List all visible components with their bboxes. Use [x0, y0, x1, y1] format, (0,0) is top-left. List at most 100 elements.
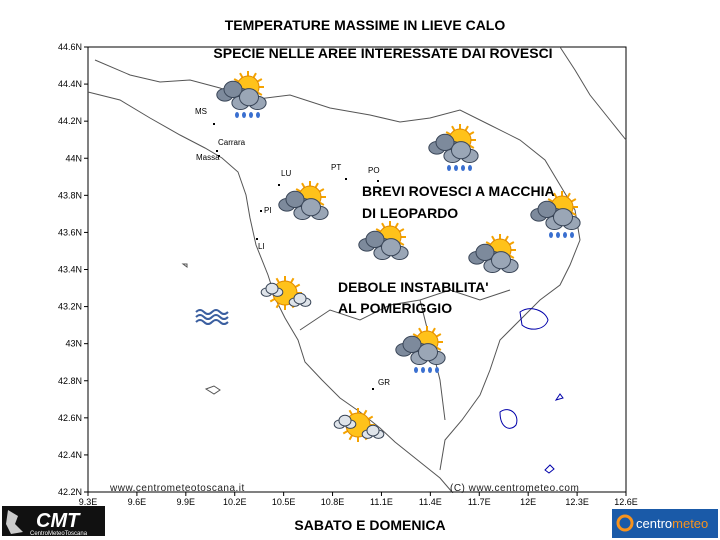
- place-label: LI: [258, 242, 265, 251]
- logo-part: meteo: [672, 516, 708, 531]
- lat-tick-label: 44.6N: [58, 42, 82, 52]
- sun-ray: [469, 131, 475, 136]
- place-dot: [260, 210, 262, 212]
- lat-tick-label: 44.4N: [58, 79, 82, 89]
- sun-ray: [290, 277, 295, 284]
- cloud: [293, 198, 329, 221]
- place-dot: [213, 123, 215, 125]
- cloud: [361, 424, 385, 439]
- sun-ray: [319, 201, 325, 206]
- logo-sub: CentroMeteoToscana: [30, 531, 88, 537]
- sun-ray: [547, 198, 553, 203]
- rain-drop: [461, 165, 465, 171]
- lat-tick-label: 44.2N: [58, 116, 82, 126]
- rain-drop: [235, 112, 239, 118]
- sun-ray: [252, 72, 257, 78]
- lat-tick-label: 43.4N: [58, 265, 82, 275]
- place-dot: [372, 388, 374, 390]
- watermark: (C) www.centrometeo.com: [450, 483, 579, 494]
- sun-ray: [314, 182, 319, 188]
- place-label: PT: [331, 163, 341, 172]
- wave: [195, 314, 229, 320]
- lon-tick-label: 10.5E: [272, 497, 296, 507]
- logo-text: CMT: [36, 510, 81, 532]
- sun-ray: [381, 222, 386, 228]
- sun-ray: [412, 333, 418, 338]
- rain-drop: [556, 232, 560, 238]
- lon-tick-label: 9.3E: [79, 497, 98, 507]
- lon-tick-label: 12.3E: [565, 497, 589, 507]
- sun-ray: [509, 241, 515, 246]
- sun-ray: [399, 241, 405, 246]
- logo-part: centro: [636, 516, 672, 531]
- sun-ray: [275, 277, 280, 284]
- watermark: www.centrometeotoscana.it: [109, 483, 245, 494]
- lon-tick-label: 10.2E: [223, 497, 247, 507]
- cloud: [333, 414, 357, 429]
- rain-drop: [549, 232, 553, 238]
- cloud-part: [223, 80, 243, 99]
- logo-shape: [6, 510, 23, 534]
- lon-tick-label: 11.4E: [419, 497, 442, 507]
- sun-ray: [375, 228, 381, 233]
- sun-ray: [469, 144, 475, 149]
- cmt-logo: CMT CentroMeteoToscana: [2, 506, 105, 537]
- cloud-part: [301, 198, 321, 217]
- cloud: [443, 141, 479, 164]
- cloud: [231, 88, 267, 111]
- sun-ray: [566, 192, 571, 198]
- cloud-part: [293, 292, 307, 305]
- place-label: Carrara: [218, 138, 246, 147]
- cloud-part: [239, 88, 259, 107]
- title-line: TEMPERATURE MASSIME IN LIEVE CALO: [225, 17, 506, 33]
- cloud-part: [418, 343, 438, 362]
- cloud-part: [285, 190, 305, 208]
- rain-drop: [249, 112, 253, 118]
- annotation: AL POMERIGGIO: [338, 300, 452, 316]
- sun-ray: [348, 409, 353, 416]
- cloud: [530, 200, 564, 222]
- sun-ray: [504, 235, 509, 241]
- sun-ray: [491, 235, 496, 241]
- sun-ray: [257, 78, 263, 83]
- sun-ray: [233, 78, 239, 83]
- place-label: MS: [195, 107, 207, 116]
- lon-tick-label: 10.8E: [321, 497, 345, 507]
- sun-ray: [367, 415, 374, 420]
- sun-ray: [571, 198, 577, 203]
- place-dot: [278, 184, 280, 186]
- logo-ring: [616, 514, 634, 532]
- rain-drop: [421, 367, 425, 373]
- sun-ray: [301, 182, 306, 188]
- sun-ray: [571, 211, 577, 216]
- sun-ray: [451, 125, 456, 131]
- wave: [195, 309, 229, 315]
- rain-drop: [428, 367, 432, 373]
- sun-ray: [418, 327, 423, 333]
- footer: SABATO E DOMENICA: [294, 517, 445, 533]
- lon-tick-label: 11.1E: [370, 497, 393, 507]
- sun-ray: [509, 254, 515, 259]
- sun-ray: [295, 188, 301, 193]
- sun-ray: [485, 241, 491, 246]
- weather-icons: [195, 71, 581, 442]
- rain-drop: [570, 232, 574, 238]
- lat-tick-label: 43.2N: [58, 302, 82, 312]
- sun-ray: [239, 72, 244, 78]
- annotation: DI LEOPARDO: [362, 205, 458, 221]
- rain-drop: [563, 232, 567, 238]
- logo-text: centrometeo: [636, 516, 708, 531]
- lon-tick-label: 11.7E: [468, 497, 491, 507]
- sun-ray: [436, 333, 442, 338]
- place-dot: [256, 238, 258, 240]
- lat-tick-label: 43.8N: [58, 190, 82, 200]
- cloud: [545, 208, 581, 231]
- sea-waves: [195, 309, 229, 325]
- place-label: LU: [281, 169, 291, 178]
- lon-tick-label: 9.6E: [128, 497, 147, 507]
- sun-ray: [294, 283, 301, 288]
- lat-tick-label: 44N: [65, 153, 82, 163]
- lat-tick-label: 43.6N: [58, 227, 82, 237]
- title-line: SPECIE NELLE AREE INTERESSATE DAI ROVESC…: [213, 45, 552, 61]
- cloud-part: [435, 133, 455, 151]
